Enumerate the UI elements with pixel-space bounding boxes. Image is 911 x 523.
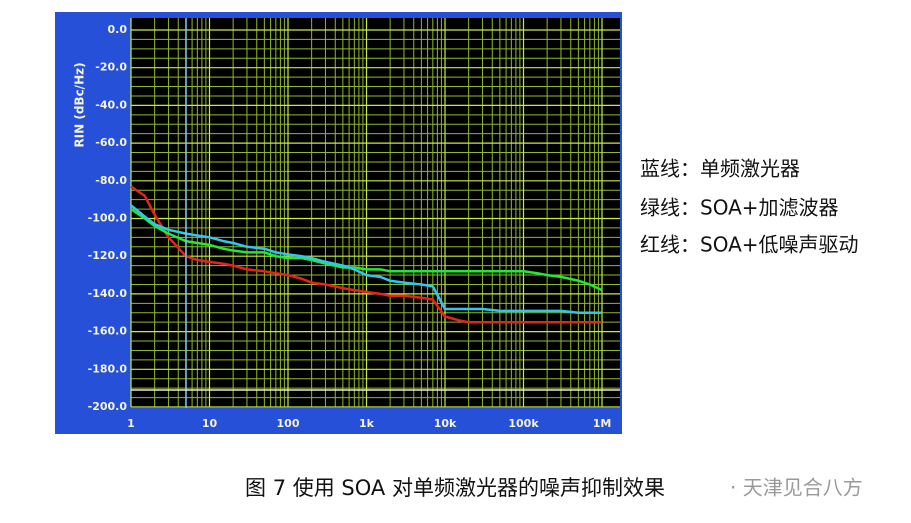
y-tick-label: -200.0 xyxy=(88,400,128,413)
plot-area xyxy=(131,18,620,408)
note: 红线：SOA+低噪声驱动 xyxy=(640,233,859,257)
x-tick-label: 1M xyxy=(593,417,612,430)
series-line xyxy=(130,204,602,315)
series-line xyxy=(130,185,602,324)
lines xyxy=(130,185,603,324)
y-tick-label: 0.0 xyxy=(108,23,128,36)
grid xyxy=(130,18,620,408)
y-tick-label: -60.0 xyxy=(95,136,127,149)
x-tick-label: 10 xyxy=(202,417,218,430)
x-tick-label: 1k xyxy=(359,417,375,430)
note: 绿线：SOA+加滤波器 xyxy=(640,196,839,220)
caption: 图 7 使用 SOA 对单频激光器的噪声抑制效果 xyxy=(245,476,665,500)
y-axis-label: RIN (dBc/Hz) xyxy=(73,62,87,147)
note: 蓝线：单频激光器 xyxy=(640,157,800,181)
x-tick-label: 100 xyxy=(277,417,300,430)
watermark: · 天津见合八方 xyxy=(730,476,863,500)
y-tick-label: -140.0 xyxy=(88,287,128,300)
y-tick-label: -80.0 xyxy=(95,174,127,187)
x-tick-label: 100k xyxy=(508,417,539,430)
y-tick-label: -160.0 xyxy=(88,325,128,338)
x-tick-label: 1 xyxy=(127,417,135,430)
y-tick-label: -180.0 xyxy=(88,362,128,375)
y-tick-label: -100.0 xyxy=(88,212,128,225)
series-line xyxy=(130,208,603,292)
y-tick-label: -20.0 xyxy=(95,61,127,74)
y-tick-label: -120.0 xyxy=(88,249,128,262)
x-tick-label: 10k xyxy=(434,417,457,430)
y-tick-label: -40.0 xyxy=(95,98,127,111)
